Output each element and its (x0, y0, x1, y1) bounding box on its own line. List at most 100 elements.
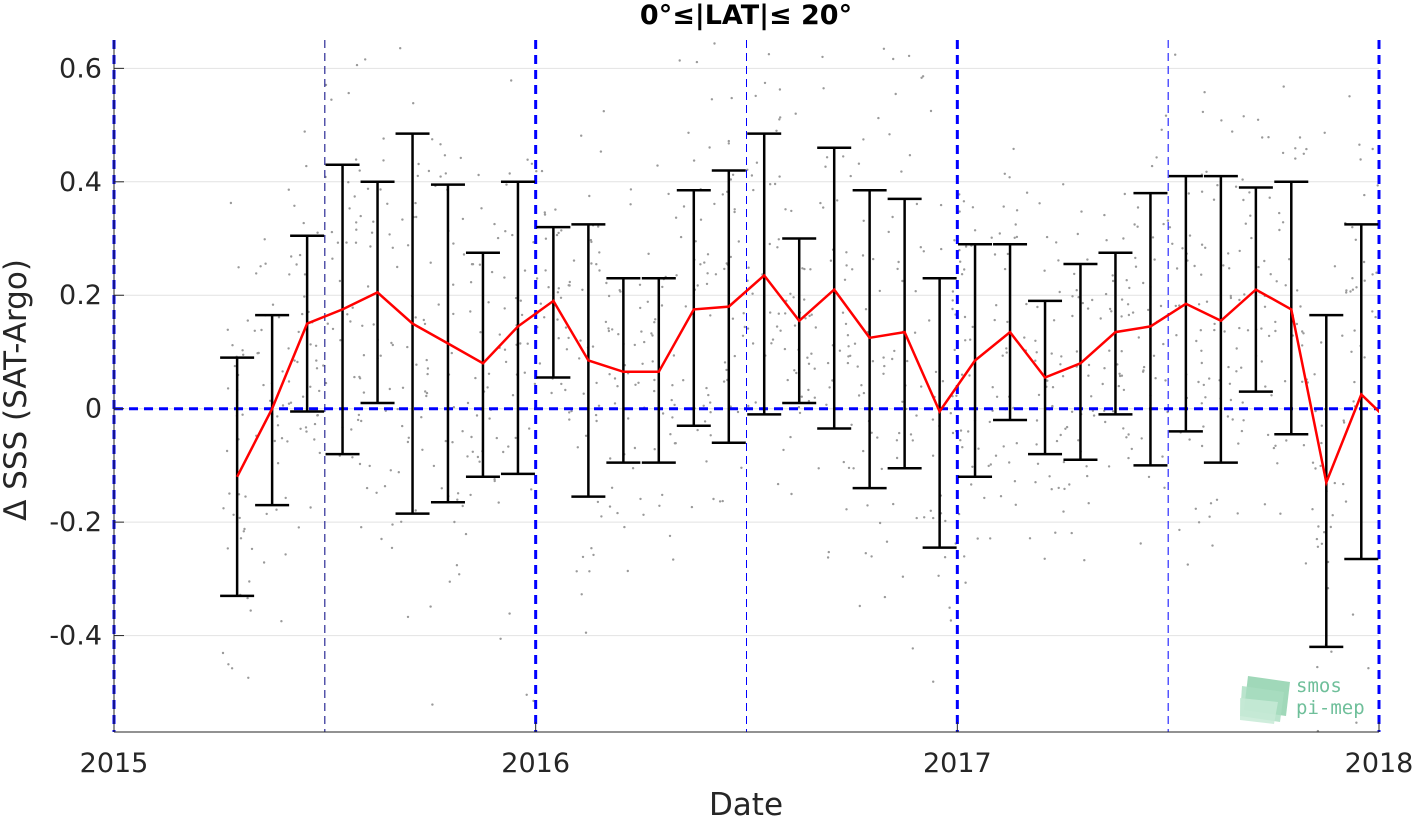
scatter-point (1186, 563, 1190, 566)
scatter-point (493, 479, 496, 483)
scatter-point (567, 284, 570, 287)
scatter-point (971, 465, 974, 468)
scatter-point (733, 210, 736, 214)
scatter-point (1316, 545, 1320, 548)
scatter-point (1083, 559, 1086, 562)
scatter-point (526, 158, 529, 161)
scatter-point (882, 47, 886, 50)
scatter-point (1269, 273, 1272, 276)
scatter-point (1111, 279, 1115, 283)
scatter-point (653, 378, 656, 382)
scatter-point (696, 428, 699, 432)
scatter-point (1279, 512, 1282, 515)
scatter-point (850, 423, 853, 426)
scatter-point (242, 530, 245, 533)
scatter-point (993, 253, 997, 256)
scatter-point (661, 493, 664, 497)
scatter-point (458, 573, 461, 576)
scatter-point (710, 98, 714, 101)
scatter-point (400, 520, 403, 523)
scatter-point (1025, 191, 1029, 194)
scatter-point (316, 231, 319, 234)
scatter-point (255, 272, 258, 275)
scatter-point (580, 593, 583, 596)
scatter-point (737, 240, 740, 243)
mean-series-line (235, 273, 1379, 487)
scatter-point (520, 313, 524, 317)
scatter-point (557, 337, 560, 340)
scatter-point (301, 312, 304, 316)
scatter-point (1045, 235, 1049, 239)
scatter-point (303, 295, 306, 298)
scatter-point (656, 164, 659, 167)
scatter-point (1128, 286, 1131, 290)
scatter-point (1164, 114, 1168, 117)
scatter-point (514, 436, 517, 440)
scatter-point (232, 513, 235, 516)
scatter-point (594, 413, 598, 417)
scatter-point (429, 605, 432, 608)
scatter-point (891, 215, 894, 219)
scatter-point (470, 435, 473, 439)
scatter-point (504, 230, 507, 233)
scatter-point (862, 138, 865, 141)
scatter-point (1349, 290, 1352, 293)
scatter-point (1320, 341, 1323, 344)
scatter-point (1323, 131, 1326, 134)
scatter-point (1320, 441, 1323, 445)
scatter-point (544, 237, 548, 240)
scatter-point (353, 195, 356, 198)
scatter-point (305, 164, 308, 168)
scatter-point (672, 558, 675, 561)
scatter-point (906, 359, 909, 363)
scatter-point (298, 253, 302, 257)
scatter-point (1175, 334, 1178, 337)
scatter-point (560, 382, 563, 386)
scatter-point (913, 331, 917, 334)
scatter-point (849, 174, 852, 178)
scatter-point (961, 446, 964, 449)
scatter-point (1228, 267, 1231, 270)
scatter-point (391, 523, 394, 526)
scatter-point (1267, 334, 1271, 338)
scatter-point (297, 526, 300, 529)
scatter-point (504, 360, 508, 364)
scatter-point (1002, 445, 1005, 448)
scatter-point (1107, 465, 1111, 468)
scatter-point (1351, 226, 1354, 229)
scatter-point (366, 285, 370, 288)
scatter-point (276, 415, 279, 418)
scatter-point (667, 192, 670, 196)
scatter-point (1354, 238, 1358, 241)
scatter-point (1071, 314, 1074, 318)
mean-line (235, 273, 1379, 487)
scatter-point (287, 402, 291, 405)
scatter-point (535, 277, 539, 280)
scatter-point (969, 338, 972, 341)
scatter-point (692, 159, 696, 162)
scatter-point (1319, 464, 1322, 468)
scatter-point (406, 244, 410, 247)
scatter-point (1267, 136, 1270, 139)
scatter-point (346, 313, 349, 316)
scatter-point (1241, 401, 1244, 404)
scatter-point (533, 382, 537, 386)
scatter-point (526, 342, 529, 345)
scatter-point (1235, 370, 1238, 373)
scatter-point (572, 259, 576, 262)
scatter-point (1266, 433, 1270, 437)
scatter-point (1122, 237, 1125, 240)
scatter-point (313, 422, 317, 426)
scatter-point (803, 298, 806, 301)
scatter-point (782, 448, 785, 452)
scatter-point (1314, 467, 1317, 470)
scatter-point (733, 354, 736, 358)
scatter-point (1003, 172, 1006, 175)
scatter-point (1013, 480, 1017, 483)
scatter-point (1231, 130, 1234, 133)
scatter-point (771, 338, 775, 341)
scatter-point (600, 515, 603, 518)
scatter-point (1211, 544, 1214, 547)
scatter-point (650, 332, 653, 335)
scatter-point (1006, 320, 1009, 324)
